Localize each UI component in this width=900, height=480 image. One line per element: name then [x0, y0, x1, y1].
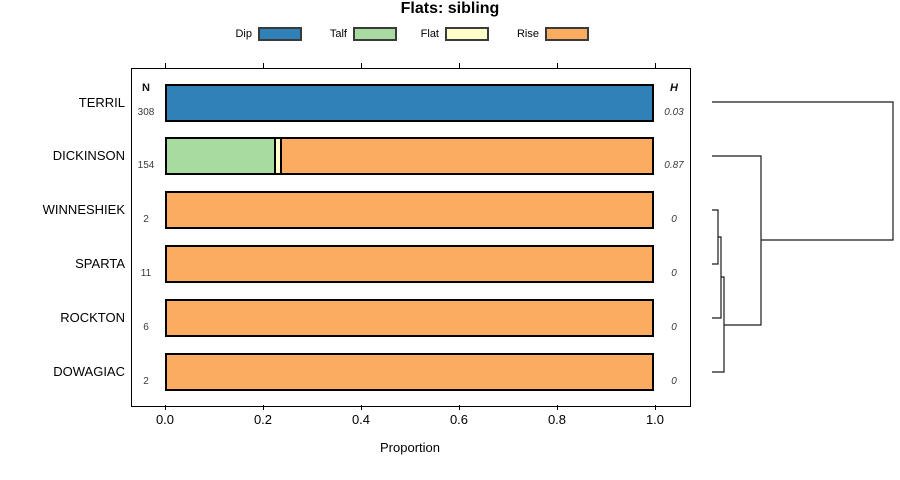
- x-tick-label: 0.4: [351, 412, 371, 427]
- n-value: 2: [143, 214, 149, 226]
- h-value: 0.87: [664, 160, 684, 172]
- plot-area: [131, 68, 691, 407]
- x-axis-title: Proportion: [380, 440, 440, 455]
- chart-title: Flats: sibling: [400, 0, 500, 17]
- x-tick-bottom: [361, 405, 362, 410]
- n-value: 11: [140, 268, 152, 280]
- bar-segment: [165, 83, 654, 122]
- h-value: 0.03: [664, 106, 684, 118]
- h-value: 0: [671, 214, 677, 226]
- legend-item-label: Talf: [329, 28, 347, 40]
- row-label: DOWAGIAC: [53, 364, 125, 379]
- bar-segment: [165, 137, 276, 176]
- x-tick-bottom: [557, 405, 558, 410]
- x-tick-label: 0.0: [155, 412, 175, 427]
- bar-segment: [165, 353, 654, 391]
- legend: Dip Talf Flat Rise: [0, 0, 900, 46]
- x-tick-top: [165, 63, 166, 68]
- x-tick-label: 0.8: [547, 412, 567, 427]
- h-column-header: H: [670, 82, 678, 94]
- n-value: 2: [143, 376, 149, 387]
- n-value: 308: [137, 106, 155, 118]
- x-tick-top: [459, 63, 460, 68]
- x-tick-top: [655, 63, 656, 68]
- legend-swatch: [545, 27, 589, 41]
- x-tick-top: [263, 63, 264, 68]
- row-label: WINNESHIEK: [42, 202, 125, 218]
- h-value: 0: [671, 322, 677, 334]
- legend-item-label: Dip: [235, 28, 252, 40]
- x-tick-top: [557, 63, 558, 68]
- n-value: 154: [137, 160, 155, 172]
- row-label: SPARTA: [75, 256, 125, 272]
- x-tick-bottom: [263, 405, 264, 410]
- legend-swatch: [258, 27, 302, 41]
- bar-segment: [280, 137, 654, 176]
- n-value: 6: [143, 322, 149, 334]
- legend-swatch: [445, 27, 489, 41]
- row-label: DICKINSON: [52, 148, 125, 164]
- x-tick-label: 1.0: [645, 412, 665, 427]
- x-tick-label: 0.2: [253, 412, 273, 427]
- row-label: ROCKTON: [60, 310, 125, 326]
- x-tick-bottom: [655, 405, 656, 410]
- x-tick-top: [361, 63, 362, 68]
- bar-segment: [165, 191, 654, 230]
- bar-segment: [165, 245, 654, 284]
- x-tick-label: 0.6: [449, 412, 469, 427]
- bar-segment: [165, 299, 654, 338]
- legend-item-label: Rise: [516, 28, 539, 40]
- h-value: 0: [671, 376, 677, 387]
- legend-swatch: [353, 27, 397, 41]
- row-label: TERRIL: [78, 94, 125, 110]
- h-value: 0: [671, 268, 677, 280]
- n-column-header: N: [142, 82, 150, 94]
- x-tick-bottom: [165, 405, 166, 410]
- x-tick-bottom: [459, 405, 460, 410]
- legend-item-label: Flat: [420, 28, 439, 40]
